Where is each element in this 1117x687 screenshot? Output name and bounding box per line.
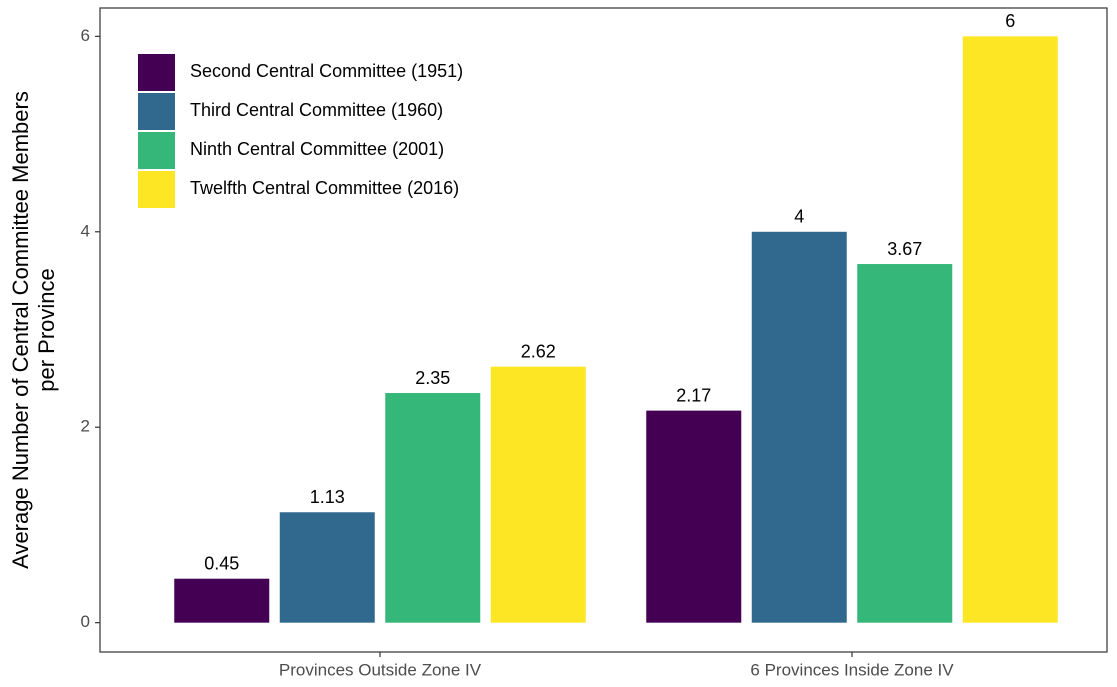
x-tick-label: Provinces Outside Zone IV xyxy=(279,660,482,679)
value-label: 2.35 xyxy=(415,368,450,388)
y-tick-label: 4 xyxy=(81,221,90,240)
panel-border xyxy=(99,7,1108,653)
legend-label: Twelfth Central Committee (2016) xyxy=(190,178,459,198)
bar xyxy=(490,366,586,623)
value-label: 0.45 xyxy=(204,553,239,573)
value-label: 1.13 xyxy=(310,487,345,507)
y-axis-title-line: Average Number of Central Committee Memb… xyxy=(8,91,33,569)
y-axis-title-line: per Province xyxy=(34,268,59,392)
bar xyxy=(962,36,1058,623)
bar xyxy=(174,578,270,623)
y-tick-label: 2 xyxy=(81,417,90,436)
x-tick-label: 6 Provinces Inside Zone IV xyxy=(750,660,954,679)
bar xyxy=(279,512,375,623)
bar xyxy=(751,231,847,623)
bar xyxy=(646,410,742,623)
y-tick-label: 6 xyxy=(81,26,90,45)
bar xyxy=(857,264,953,623)
legend-label: Third Central Committee (1960) xyxy=(190,100,443,120)
value-label: 2.17 xyxy=(676,385,711,405)
legend-label: Ninth Central Committee (2001) xyxy=(190,139,444,159)
bar xyxy=(385,393,481,623)
legend-key xyxy=(138,93,175,130)
value-label: 6 xyxy=(1005,11,1015,31)
y-axis-title: Average Number of Central Committee Memb… xyxy=(8,91,59,569)
value-label: 4 xyxy=(794,207,804,227)
legend-key xyxy=(138,54,175,91)
value-label: 3.67 xyxy=(887,239,922,259)
legend-key xyxy=(138,132,175,169)
legend-key xyxy=(138,171,175,208)
value-label: 2.62 xyxy=(521,341,556,361)
legend-label: Second Central Committee (1951) xyxy=(190,61,463,81)
y-tick-label: 0 xyxy=(81,612,90,631)
